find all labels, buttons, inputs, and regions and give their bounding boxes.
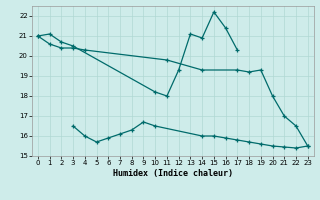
X-axis label: Humidex (Indice chaleur): Humidex (Indice chaleur) <box>113 169 233 178</box>
